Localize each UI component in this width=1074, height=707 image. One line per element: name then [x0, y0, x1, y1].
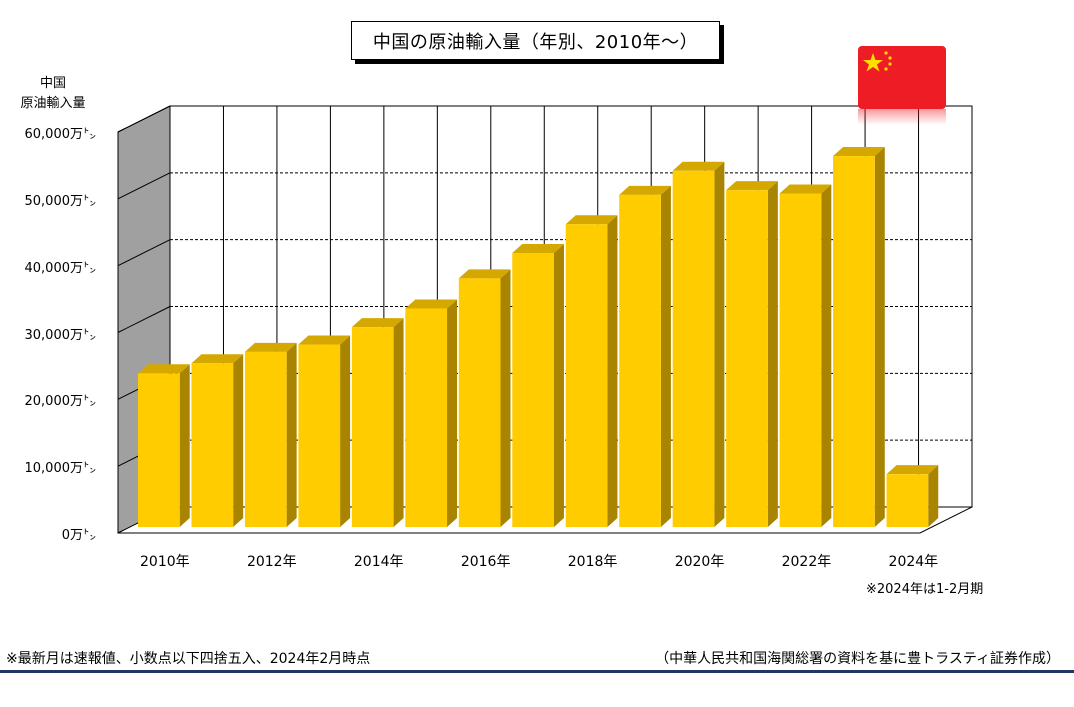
bar-front [833, 156, 875, 527]
bar-top [886, 465, 939, 475]
flag-large-star [863, 53, 883, 72]
bar [244, 342, 297, 527]
bar-side [233, 354, 244, 527]
x-tick-label: 2016年 [460, 554, 511, 570]
flag-small-star [884, 51, 888, 55]
y-tick-label: 0万㌧ [61, 528, 96, 543]
y-tick-label: 20,000万㌧ [24, 394, 97, 410]
bar-front [298, 344, 341, 527]
bar-side [340, 335, 351, 527]
source-note: （中華人民共和国海関総署の資料を基に豊トラスティ証券作成） [655, 651, 1060, 667]
bar-top [833, 147, 885, 157]
chart-title: 中国の原油輸入量（年別、2010年～） [351, 21, 720, 60]
china-flag-icon [858, 46, 946, 126]
y-tick-label: 10,000万㌧ [24, 461, 97, 477]
x-tick-label: 2022年 [781, 554, 832, 570]
bar-top [512, 243, 564, 253]
bar-front [138, 373, 180, 527]
flag-small-star [884, 67, 888, 71]
x-tick-label: 2020年 [674, 554, 725, 570]
bar-side [714, 161, 725, 527]
bar-top [672, 161, 725, 171]
flag-body [858, 46, 946, 109]
bar-side [500, 269, 511, 527]
bar [351, 318, 404, 527]
bar-side [393, 318, 404, 527]
bar-side [821, 184, 832, 527]
bar [672, 161, 725, 527]
bar-side [286, 342, 297, 527]
y-tick-label: 60,000万㌧ [24, 127, 97, 142]
bar-side [607, 215, 618, 528]
bottom-rule [0, 670, 1074, 673]
bar [886, 465, 939, 527]
y-axis-label-line2: 原油輸入量 [20, 96, 86, 111]
period-note: ※2024年は1-2月期 [866, 582, 984, 597]
y-axis-label: 中国 原油輸入量 [8, 74, 98, 114]
bar [779, 184, 832, 527]
y-tick-label: 40,000万㌧ [24, 260, 97, 276]
bar-front [191, 363, 234, 527]
bar-side [179, 364, 190, 527]
bar-side [928, 465, 939, 527]
bar-top [779, 184, 832, 194]
bar [619, 185, 671, 527]
bar-top [351, 318, 404, 328]
bar-top [298, 335, 351, 345]
bar [138, 364, 190, 527]
bar [298, 335, 351, 527]
bar-top [405, 299, 458, 309]
gridline-side [117, 172, 171, 200]
bar [512, 243, 564, 528]
bar-front [886, 474, 929, 527]
bar-top [565, 215, 618, 225]
y-axis-label-line1: 中国 [39, 76, 66, 91]
bar-front [779, 193, 822, 527]
bar-side [874, 147, 885, 527]
x-tick-label: 2014年 [353, 554, 404, 570]
bar [458, 269, 511, 527]
bar-front [405, 308, 448, 527]
bar-top [726, 181, 778, 191]
bar-top [619, 185, 671, 195]
bar-front [619, 194, 661, 527]
gridline-side [117, 306, 171, 333]
bar-side [447, 299, 458, 527]
bar [191, 354, 244, 527]
bar-front [726, 190, 768, 527]
bar-top [244, 342, 297, 352]
footnote-left: ※最新月は速報値、小数点以下四捨五入、2024年2月時点 [6, 651, 371, 667]
y-tick-label: 30,000万㌧ [24, 327, 97, 343]
bar-front [565, 224, 608, 528]
bar-top [458, 269, 511, 279]
bar-front [672, 170, 715, 527]
x-tick-label: 2024年 [888, 554, 939, 570]
bar-side [767, 181, 778, 527]
bar-side [553, 243, 564, 528]
flag-small-star [888, 62, 892, 66]
x-tick-label: 2010年 [140, 554, 190, 570]
bar-front [244, 351, 287, 527]
flag-small-star [888, 56, 892, 60]
bar-front [458, 278, 501, 527]
bar-front [512, 252, 554, 528]
bar [833, 147, 885, 527]
gridline-side [117, 105, 171, 133]
flag-reflection [858, 109, 946, 125]
bar [565, 215, 618, 528]
flag-stars [863, 51, 892, 72]
bar [405, 299, 458, 527]
bar-front [351, 327, 394, 527]
x-tick-label: 2018年 [567, 554, 618, 570]
x-tick-label: 2012年 [246, 554, 297, 570]
bar [726, 181, 778, 527]
bar-top [138, 364, 190, 374]
y-tick-label: 50,000万㌧ [24, 193, 97, 209]
bar-side [660, 185, 671, 527]
gridline-side [117, 239, 171, 267]
bar-top [191, 354, 244, 364]
